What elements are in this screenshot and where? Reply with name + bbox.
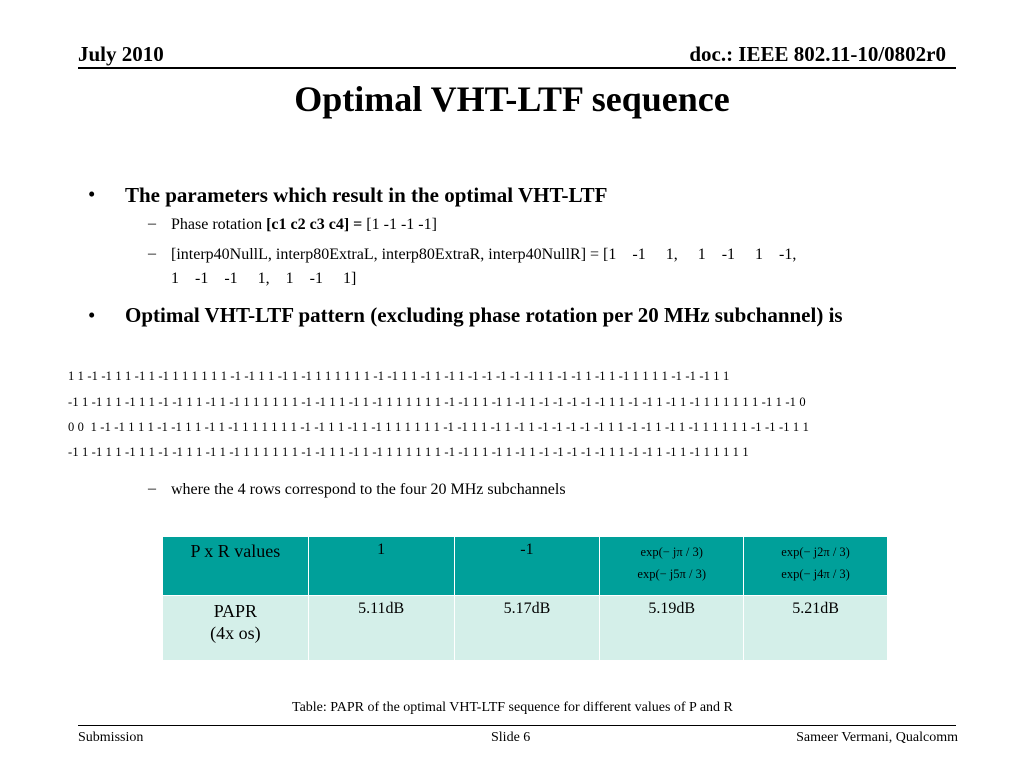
rows-note: where the 4 rows correspond to the four …	[171, 481, 566, 498]
table-row: PAPR (4x os) 5.11dB 5.17dB 5.19dB 5.21dB	[162, 595, 888, 661]
sequence-row-3: 0 0 1 -1 -1 1 1 1 -1 -1 1 1 -1 1 -1 1 1 …	[68, 420, 810, 434]
table-caption: Table: PAPR of the optimal VHT-LTF seque…	[292, 700, 733, 715]
papr-table: P x R values 1 -1 exp(− jπ / 3) exp(− j5…	[162, 536, 888, 661]
exp-formula: exp(− j2π / 3)	[781, 545, 850, 559]
table-cell: 5.17dB	[453, 595, 601, 661]
bullet-pattern: Optimal VHT-LTF pattern (excluding phase…	[125, 303, 843, 327]
footer-submission: Submission	[78, 730, 144, 745]
bullet-marker: •	[88, 182, 96, 206]
sub-bullet-marker: –	[148, 480, 156, 497]
footer-author: Sameer Vermani, Qualcomm	[796, 730, 958, 745]
sequence-row-1: 1 1 -1 -1 1 1 -1 1 -1 1 1 1 1 1 1 -1 -1 …	[68, 369, 730, 383]
interp-line-2: 1 -1 -1 1, 1 -1 1]	[171, 270, 357, 287]
bullet-marker: •	[88, 303, 96, 327]
phase-rotation-label: Phase rotation	[171, 216, 267, 233]
footer-slide-number: Slide 6	[491, 730, 531, 745]
sequence-row-2: -1 1 -1 1 1 -1 1 1 -1 -1 1 1 -1 1 -1 1 1…	[68, 395, 806, 409]
interp-line-1: [interp40NullL, interp80ExtraL, interp80…	[171, 246, 797, 263]
phase-rotation-line: Phase rotation [c1 c2 c3 c4] = [1 -1 -1 …	[171, 213, 971, 237]
table-header-row: P x R values 1 -1 exp(− jπ / 3) exp(− j5…	[162, 536, 888, 596]
sub-bullet-marker: –	[148, 245, 156, 262]
table-cell: exp(− j2π / 3) exp(− j4π / 3)	[743, 536, 888, 596]
table-cell: exp(− jπ / 3) exp(− j5π / 3)	[599, 536, 745, 596]
table-row-label: P x R values	[162, 536, 309, 596]
table-cell: -1	[453, 536, 601, 596]
sub-bullet-marker: –	[148, 215, 156, 232]
exp-formula: exp(− jπ / 3)	[640, 545, 703, 559]
table-cell: 1	[307, 536, 455, 596]
table-cell: 5.19dB	[599, 595, 745, 661]
papr-label: PAPR	[213, 601, 258, 621]
header-rule	[78, 67, 956, 69]
bullet-parameters: The parameters which result in the optim…	[125, 183, 608, 207]
exp-formula: exp(− j4π / 3)	[781, 567, 850, 581]
phase-rotation-value: [1 -1 -1 -1]	[362, 216, 437, 233]
table-row-label: PAPR (4x os)	[162, 595, 309, 661]
footer-rule	[78, 725, 956, 726]
table-cell: 5.21dB	[743, 595, 888, 661]
slide-title: Optimal VHT-LTF sequence	[294, 79, 730, 119]
exp-formula: exp(− j5π / 3)	[637, 567, 706, 581]
papr-oversampling: (4x os)	[210, 623, 261, 643]
sequence-row-4: -1 1 -1 1 1 -1 1 1 -1 -1 1 1 -1 1 -1 1 1…	[68, 445, 749, 459]
header-doc-id: doc.: IEEE 802.11-10/0802r0	[689, 42, 946, 66]
header-date: July 2010	[78, 42, 164, 66]
table-cell: 5.11dB	[307, 595, 455, 661]
phase-rotation-vars: [c1 c2 c3 c4] =	[266, 216, 363, 233]
